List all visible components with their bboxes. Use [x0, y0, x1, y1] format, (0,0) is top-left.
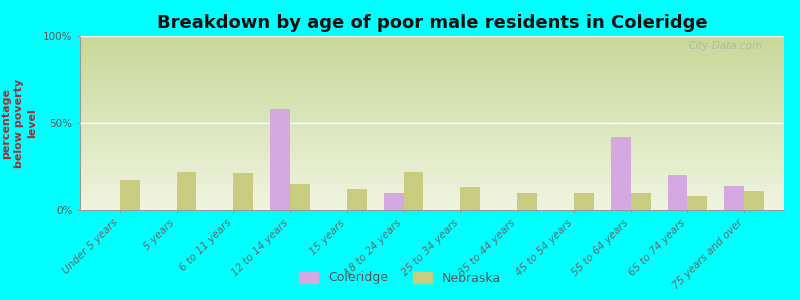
Bar [384, 193, 404, 210]
Bar [270, 109, 290, 210]
Bar [347, 189, 366, 210]
Bar [744, 191, 764, 210]
Legend: Coleridge, Nebraska: Coleridge, Nebraska [293, 265, 507, 291]
Bar [668, 175, 687, 210]
Bar [611, 137, 630, 210]
Bar [517, 193, 537, 210]
Bar [404, 172, 423, 210]
Bar [724, 186, 744, 210]
Text: City-Data.com: City-Data.com [689, 41, 763, 51]
Bar [290, 184, 310, 210]
Bar [460, 188, 480, 210]
Title: Breakdown by age of poor male residents in Coleridge: Breakdown by age of poor male residents … [157, 14, 707, 32]
Bar [234, 173, 253, 210]
Y-axis label: percentage
below poverty
level: percentage below poverty level [1, 78, 38, 168]
Bar [574, 193, 594, 210]
Bar [177, 172, 196, 210]
Bar [687, 196, 707, 210]
Bar [120, 180, 140, 210]
Bar [630, 193, 650, 210]
